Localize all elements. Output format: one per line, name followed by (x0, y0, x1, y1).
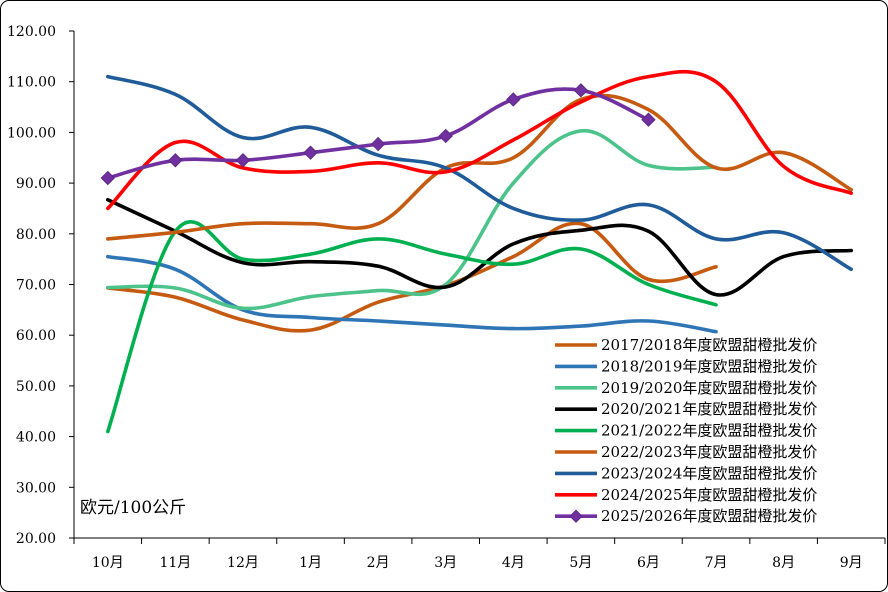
series-point-diamond (303, 145, 318, 160)
series-line-3 (106, 129, 718, 311)
x-tick-label: 6月 (637, 555, 660, 571)
x-tick-label: 12月 (227, 555, 259, 571)
x-tick-label: 2月 (367, 555, 390, 571)
x-tick-label: 3月 (434, 555, 457, 571)
x-tick-label: 9月 (840, 555, 863, 571)
legend-label-6: 2022/2023年度欧盟甜橙批发价 (601, 443, 817, 461)
x-tick-label: 11月 (159, 555, 191, 571)
series-point-diamond (506, 92, 521, 107)
legend-label-1: 2017/2018年度欧盟甜橙批发价 (601, 336, 817, 354)
x-tick-label: 8月 (772, 555, 795, 571)
x-tick-label: 5月 (569, 555, 592, 571)
y-tick-label: 110.00 (7, 75, 56, 91)
y-tick-label: 100.00 (7, 125, 56, 141)
x-tick-label: 10月 (92, 555, 124, 571)
series-point-diamond (100, 170, 115, 186)
y-tick-label: 60.00 (16, 328, 56, 344)
series-line-6 (106, 93, 853, 241)
y-tick-label: 30.00 (16, 480, 56, 496)
legend-label-8: 2024/2025年度欧盟甜橙批发价 (601, 486, 817, 504)
x-tick-label: 7月 (705, 555, 728, 571)
x-tick-label: 4月 (502, 555, 525, 571)
legend-label-3: 2019/2020年度欧盟甜橙批发价 (601, 379, 817, 397)
series-point-diamond (438, 128, 453, 144)
series-line-2 (106, 254, 718, 334)
y-tick-label: 70.00 (16, 278, 56, 294)
series-point-diamond (168, 153, 183, 168)
y-tick-label: 80.00 (16, 227, 56, 243)
legend-label-7: 2023/2024年度欧盟甜橙批发价 (601, 464, 817, 482)
y-tick-label: 120.00 (7, 24, 56, 40)
legend-label-2: 2018/2019年度欧盟甜橙批发价 (601, 357, 817, 375)
series-point-diamond (370, 136, 386, 152)
y-tick-label: 20.00 (16, 531, 56, 547)
legend-label-9: 2025/2026年度欧盟甜橙批发价 (601, 507, 817, 525)
x-tick-label: 1月 (299, 555, 322, 571)
series-line-7 (106, 74, 853, 272)
y-tick-label: 40.00 (16, 430, 56, 446)
y-unit-label: 欧元/100公斤 (80, 498, 186, 518)
series-point-diamond (235, 153, 251, 168)
series-line-1 (106, 221, 718, 333)
legend-marker-diamond (569, 509, 583, 523)
legend-label-4: 2020/2021年度欧盟甜橙批发价 (601, 400, 817, 418)
y-tick-label: 50.00 (16, 379, 56, 395)
series-point-diamond (641, 112, 656, 127)
series-line-4 (106, 198, 853, 297)
y-tick-label: 90.00 (16, 176, 56, 192)
legend-label-5: 2021/2022年度欧盟甜橙批发价 (601, 422, 817, 440)
series-point-diamond (573, 83, 589, 98)
